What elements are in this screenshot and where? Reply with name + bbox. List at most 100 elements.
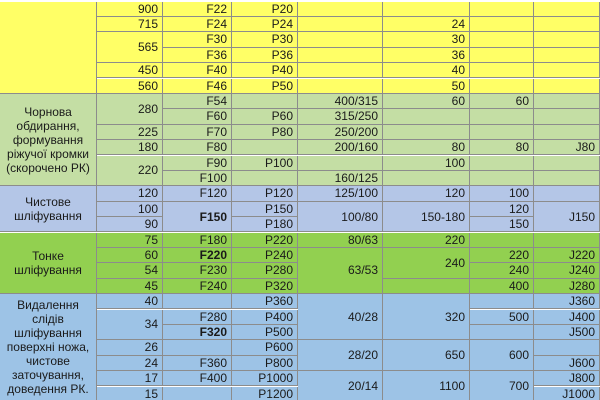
table-cell: 34	[97, 309, 163, 341]
empty-cell	[470, 63, 534, 79]
table-cell: 50	[383, 78, 470, 94]
table-cell: 400/315	[298, 93, 383, 110]
table-cell: F230	[163, 263, 232, 279]
table-cell: 17	[97, 371, 163, 387]
table-cell: 220	[97, 155, 163, 187]
table-cell: 60	[383, 93, 470, 110]
empty-cell	[298, 78, 383, 94]
table-cell: F90	[163, 155, 232, 171]
table-cell: F24	[163, 16, 232, 33]
empty-cell	[534, 186, 600, 202]
table-cell: 60	[97, 247, 163, 264]
empty-cell	[470, 232, 534, 248]
table-cell: P360	[232, 294, 298, 310]
empty-cell	[534, 232, 600, 248]
empty-cell	[470, 324, 534, 341]
table-cell: P50	[232, 78, 298, 94]
empty-cell	[298, 32, 383, 48]
table-cell: F320	[163, 324, 232, 341]
empty-cell	[383, 124, 470, 141]
table-cell: 450	[97, 63, 163, 79]
table-cell: 225	[97, 124, 163, 141]
table-cell: 250/200	[298, 124, 383, 141]
table-cell: P80	[232, 124, 298, 141]
table-cell: 200/160	[298, 140, 383, 156]
table-cell: 60	[470, 93, 534, 110]
empty-cell	[470, 16, 534, 33]
table-cell: J280	[534, 278, 600, 295]
table-cell: 220	[383, 232, 470, 248]
table-cell: 100	[383, 155, 470, 171]
section-label: Чистове шліфування	[0, 186, 97, 233]
table-cell: 24	[97, 355, 163, 372]
empty-cell	[383, 170, 470, 187]
table-cell: 120	[470, 201, 534, 218]
table-cell: J400	[534, 309, 600, 325]
table-cell: P60	[232, 109, 298, 125]
empty-cell	[0, 1, 97, 94]
empty-cell	[298, 47, 383, 64]
empty-cell	[534, 340, 600, 356]
table-cell: 180	[97, 140, 163, 156]
table-cell: 63/53	[298, 247, 383, 295]
table-cell: F80	[163, 140, 232, 156]
table-cell: 30	[383, 32, 470, 48]
table-cell: P30	[232, 32, 298, 48]
empty-cell	[470, 124, 534, 141]
table-cell: 36	[383, 47, 470, 64]
table-cell: 1100	[383, 371, 470, 400]
table-cell: 315/250	[298, 109, 383, 125]
table-cell: J1000	[534, 386, 600, 400]
table-cell: 160/125	[298, 170, 383, 187]
empty-cell	[298, 63, 383, 79]
table-cell: 80	[383, 140, 470, 156]
table-cell: F70	[163, 124, 232, 141]
table-cell: J150	[534, 201, 600, 233]
table-cell: J500	[534, 324, 600, 341]
table-cell: P240	[232, 247, 298, 264]
table-cell: 500	[470, 309, 534, 325]
table-cell: 240	[383, 247, 470, 279]
table-cell: P1000	[232, 371, 298, 387]
empty-cell	[534, 93, 600, 110]
empty-cell	[534, 32, 600, 48]
table-cell: J80	[534, 140, 600, 156]
table-cell: 40/28	[298, 294, 383, 341]
table-cell: P400	[232, 309, 298, 325]
table-cell: 45	[97, 278, 163, 295]
empty-cell	[470, 109, 534, 125]
table-cell: J360	[534, 294, 600, 310]
table-cell: 26	[97, 340, 163, 356]
empty-cell	[383, 1, 470, 17]
table-cell: P280	[232, 263, 298, 279]
table-cell: 90	[97, 217, 163, 233]
empty-cell	[534, 16, 600, 33]
table-cell: J600	[534, 355, 600, 372]
table-cell: 400	[470, 278, 534, 295]
empty-cell	[534, 124, 600, 141]
table-cell: 40	[383, 63, 470, 79]
table-cell: 565	[97, 32, 163, 64]
table-cell: 150-180	[383, 201, 470, 233]
empty-cell	[534, 170, 600, 187]
table-cell: 600	[470, 340, 534, 372]
table-cell: F180	[163, 232, 232, 248]
empty-cell	[470, 155, 534, 171]
table-cell: 650	[383, 340, 470, 372]
table-cell: 80	[470, 140, 534, 156]
table-cell: F150	[163, 201, 232, 233]
table-cell: 80/63	[298, 232, 383, 248]
empty-cell	[534, 47, 600, 64]
table-cell: F54	[163, 93, 232, 110]
table-cell: P800	[232, 355, 298, 372]
empty-cell	[298, 16, 383, 33]
table-cell: 280	[97, 93, 163, 125]
empty-cell	[163, 386, 232, 400]
table-cell: 100/80	[298, 201, 383, 233]
section-label: Чорнова обдирання, формування ріжучої кр…	[0, 93, 97, 187]
empty-cell	[470, 32, 534, 48]
table-cell: F120	[163, 186, 232, 202]
empty-cell	[232, 170, 298, 187]
table-cell: P220	[232, 232, 298, 248]
table-cell: F40	[163, 63, 232, 79]
